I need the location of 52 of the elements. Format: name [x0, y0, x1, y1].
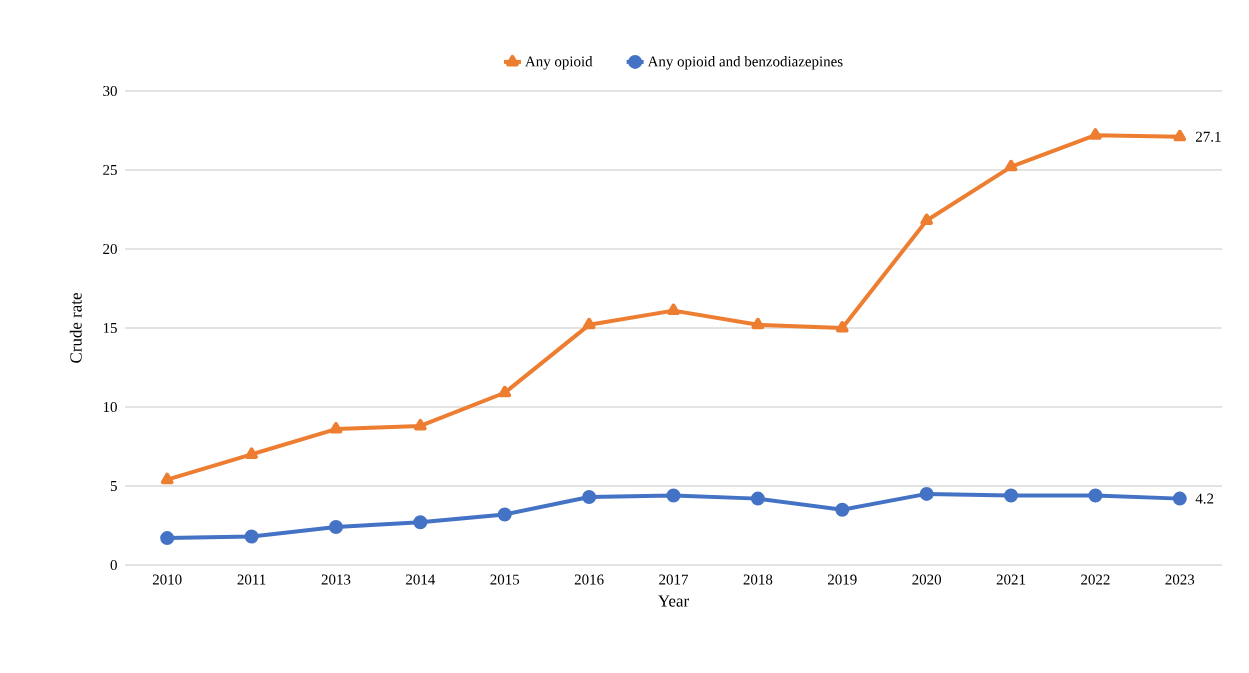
point: [1173, 129, 1187, 142]
point: [245, 447, 258, 459]
x-tick-label: 2020: [912, 574, 942, 585]
x-tick-label: 2022: [1081, 574, 1110, 585]
x-tick-label: 2018: [743, 574, 773, 585]
point: [919, 486, 934, 501]
data-label: 27.1: [1195, 131, 1221, 142]
y-tick-label: 0: [110, 559, 117, 571]
point: [1004, 159, 1018, 172]
point: [1089, 128, 1102, 140]
point: [666, 488, 681, 503]
x-tick-label: 2019: [827, 574, 857, 585]
y-tick-label: 25: [103, 164, 117, 175]
point: [582, 490, 597, 505]
point: [244, 529, 259, 544]
x-tick-label: 2014: [406, 574, 436, 585]
y-tick-label: 15: [103, 322, 117, 333]
point: [414, 418, 427, 431]
point: [160, 531, 175, 546]
x-tick-label: 2017: [659, 574, 689, 585]
y-tick-label: 20: [103, 243, 117, 255]
point: [329, 422, 343, 434]
y-axis-title: Crude rate: [69, 293, 82, 363]
x-tick-label: 2011: [237, 574, 266, 585]
x-tick-label: 2013: [321, 574, 351, 585]
point: [1088, 488, 1103, 503]
y-tick-label: 10: [103, 401, 117, 413]
point: [920, 213, 933, 226]
data-label: 4.2: [1195, 493, 1214, 504]
point: [328, 520, 343, 535]
point: [497, 507, 512, 522]
point: [1004, 488, 1019, 503]
point: [667, 303, 680, 316]
x-tick-label: 2015: [490, 574, 520, 585]
point: [582, 317, 596, 330]
x-tick-label: 2021: [996, 574, 1026, 585]
x-tick-label: 2016: [574, 574, 604, 585]
y-tick-label: 30: [103, 85, 117, 97]
point: [835, 320, 849, 333]
y-tick-label: 5: [110, 481, 117, 491]
legend-label: Any opioid: [525, 55, 593, 70]
point: [413, 515, 428, 530]
point: [751, 317, 765, 330]
x-axis-title: Year: [658, 595, 689, 607]
point: [750, 491, 765, 506]
x-tick-label: 2010: [152, 574, 182, 585]
point: [835, 502, 850, 517]
x-tick-label: 2023: [1165, 574, 1195, 585]
legend-label: Any opioid and benzodiazepines: [647, 55, 843, 70]
point: [1172, 491, 1187, 506]
point: [160, 472, 174, 485]
point: [498, 385, 512, 398]
